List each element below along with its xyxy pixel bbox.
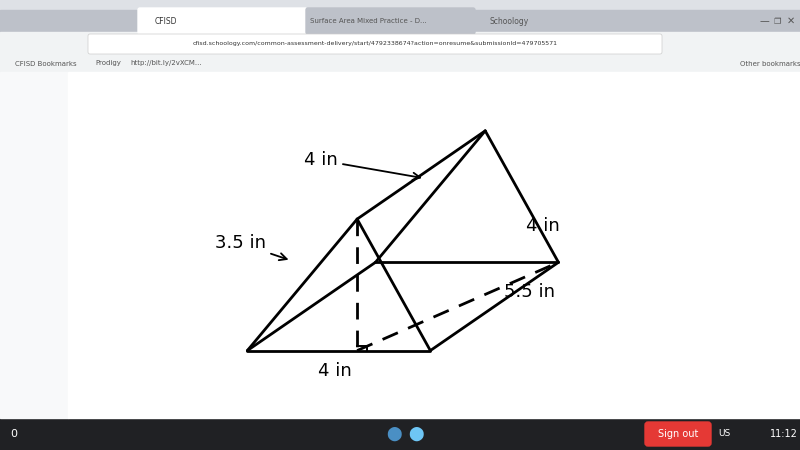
Text: 4 in: 4 in xyxy=(526,217,559,235)
Text: US: US xyxy=(718,429,730,438)
Text: 4 in: 4 in xyxy=(304,151,420,180)
Bar xyxy=(0,72,68,418)
Text: 3.5 in: 3.5 in xyxy=(214,234,286,260)
Bar xyxy=(68,72,800,418)
Text: 0: 0 xyxy=(10,429,17,439)
Text: Prodigy: Prodigy xyxy=(95,60,121,67)
Text: cfisd.schoology.com/common-assessment-delivery/start/4792338674?action=onresume&: cfisd.schoology.com/common-assessment-de… xyxy=(193,41,558,46)
Text: Surface Area Mixed Practice - D...: Surface Area Mixed Practice - D... xyxy=(310,18,426,24)
Bar xyxy=(0,10,800,32)
FancyBboxPatch shape xyxy=(306,8,475,34)
Text: Schoology: Schoology xyxy=(490,17,530,26)
Bar xyxy=(0,418,800,450)
Text: Sign out: Sign out xyxy=(658,429,698,439)
Bar xyxy=(0,55,800,72)
Text: 4 in: 4 in xyxy=(318,362,352,380)
Text: 5.5 in: 5.5 in xyxy=(503,283,554,301)
Text: ⬤: ⬤ xyxy=(386,427,402,441)
Text: ✕: ✕ xyxy=(787,16,795,26)
Bar xyxy=(0,0,800,30)
FancyBboxPatch shape xyxy=(138,8,307,34)
Text: CFISD Bookmarks: CFISD Bookmarks xyxy=(15,60,77,67)
Text: —: — xyxy=(760,16,770,26)
Text: ⬤: ⬤ xyxy=(408,427,424,441)
Bar xyxy=(0,32,800,55)
Text: ❐: ❐ xyxy=(773,17,781,26)
Text: Other bookmarks: Other bookmarks xyxy=(740,60,800,67)
FancyBboxPatch shape xyxy=(88,34,662,54)
Text: CFISD: CFISD xyxy=(155,17,178,26)
Text: http://bit.ly/2vXCM...: http://bit.ly/2vXCM... xyxy=(130,60,202,67)
Text: 11:12: 11:12 xyxy=(770,429,798,439)
FancyBboxPatch shape xyxy=(645,422,711,446)
